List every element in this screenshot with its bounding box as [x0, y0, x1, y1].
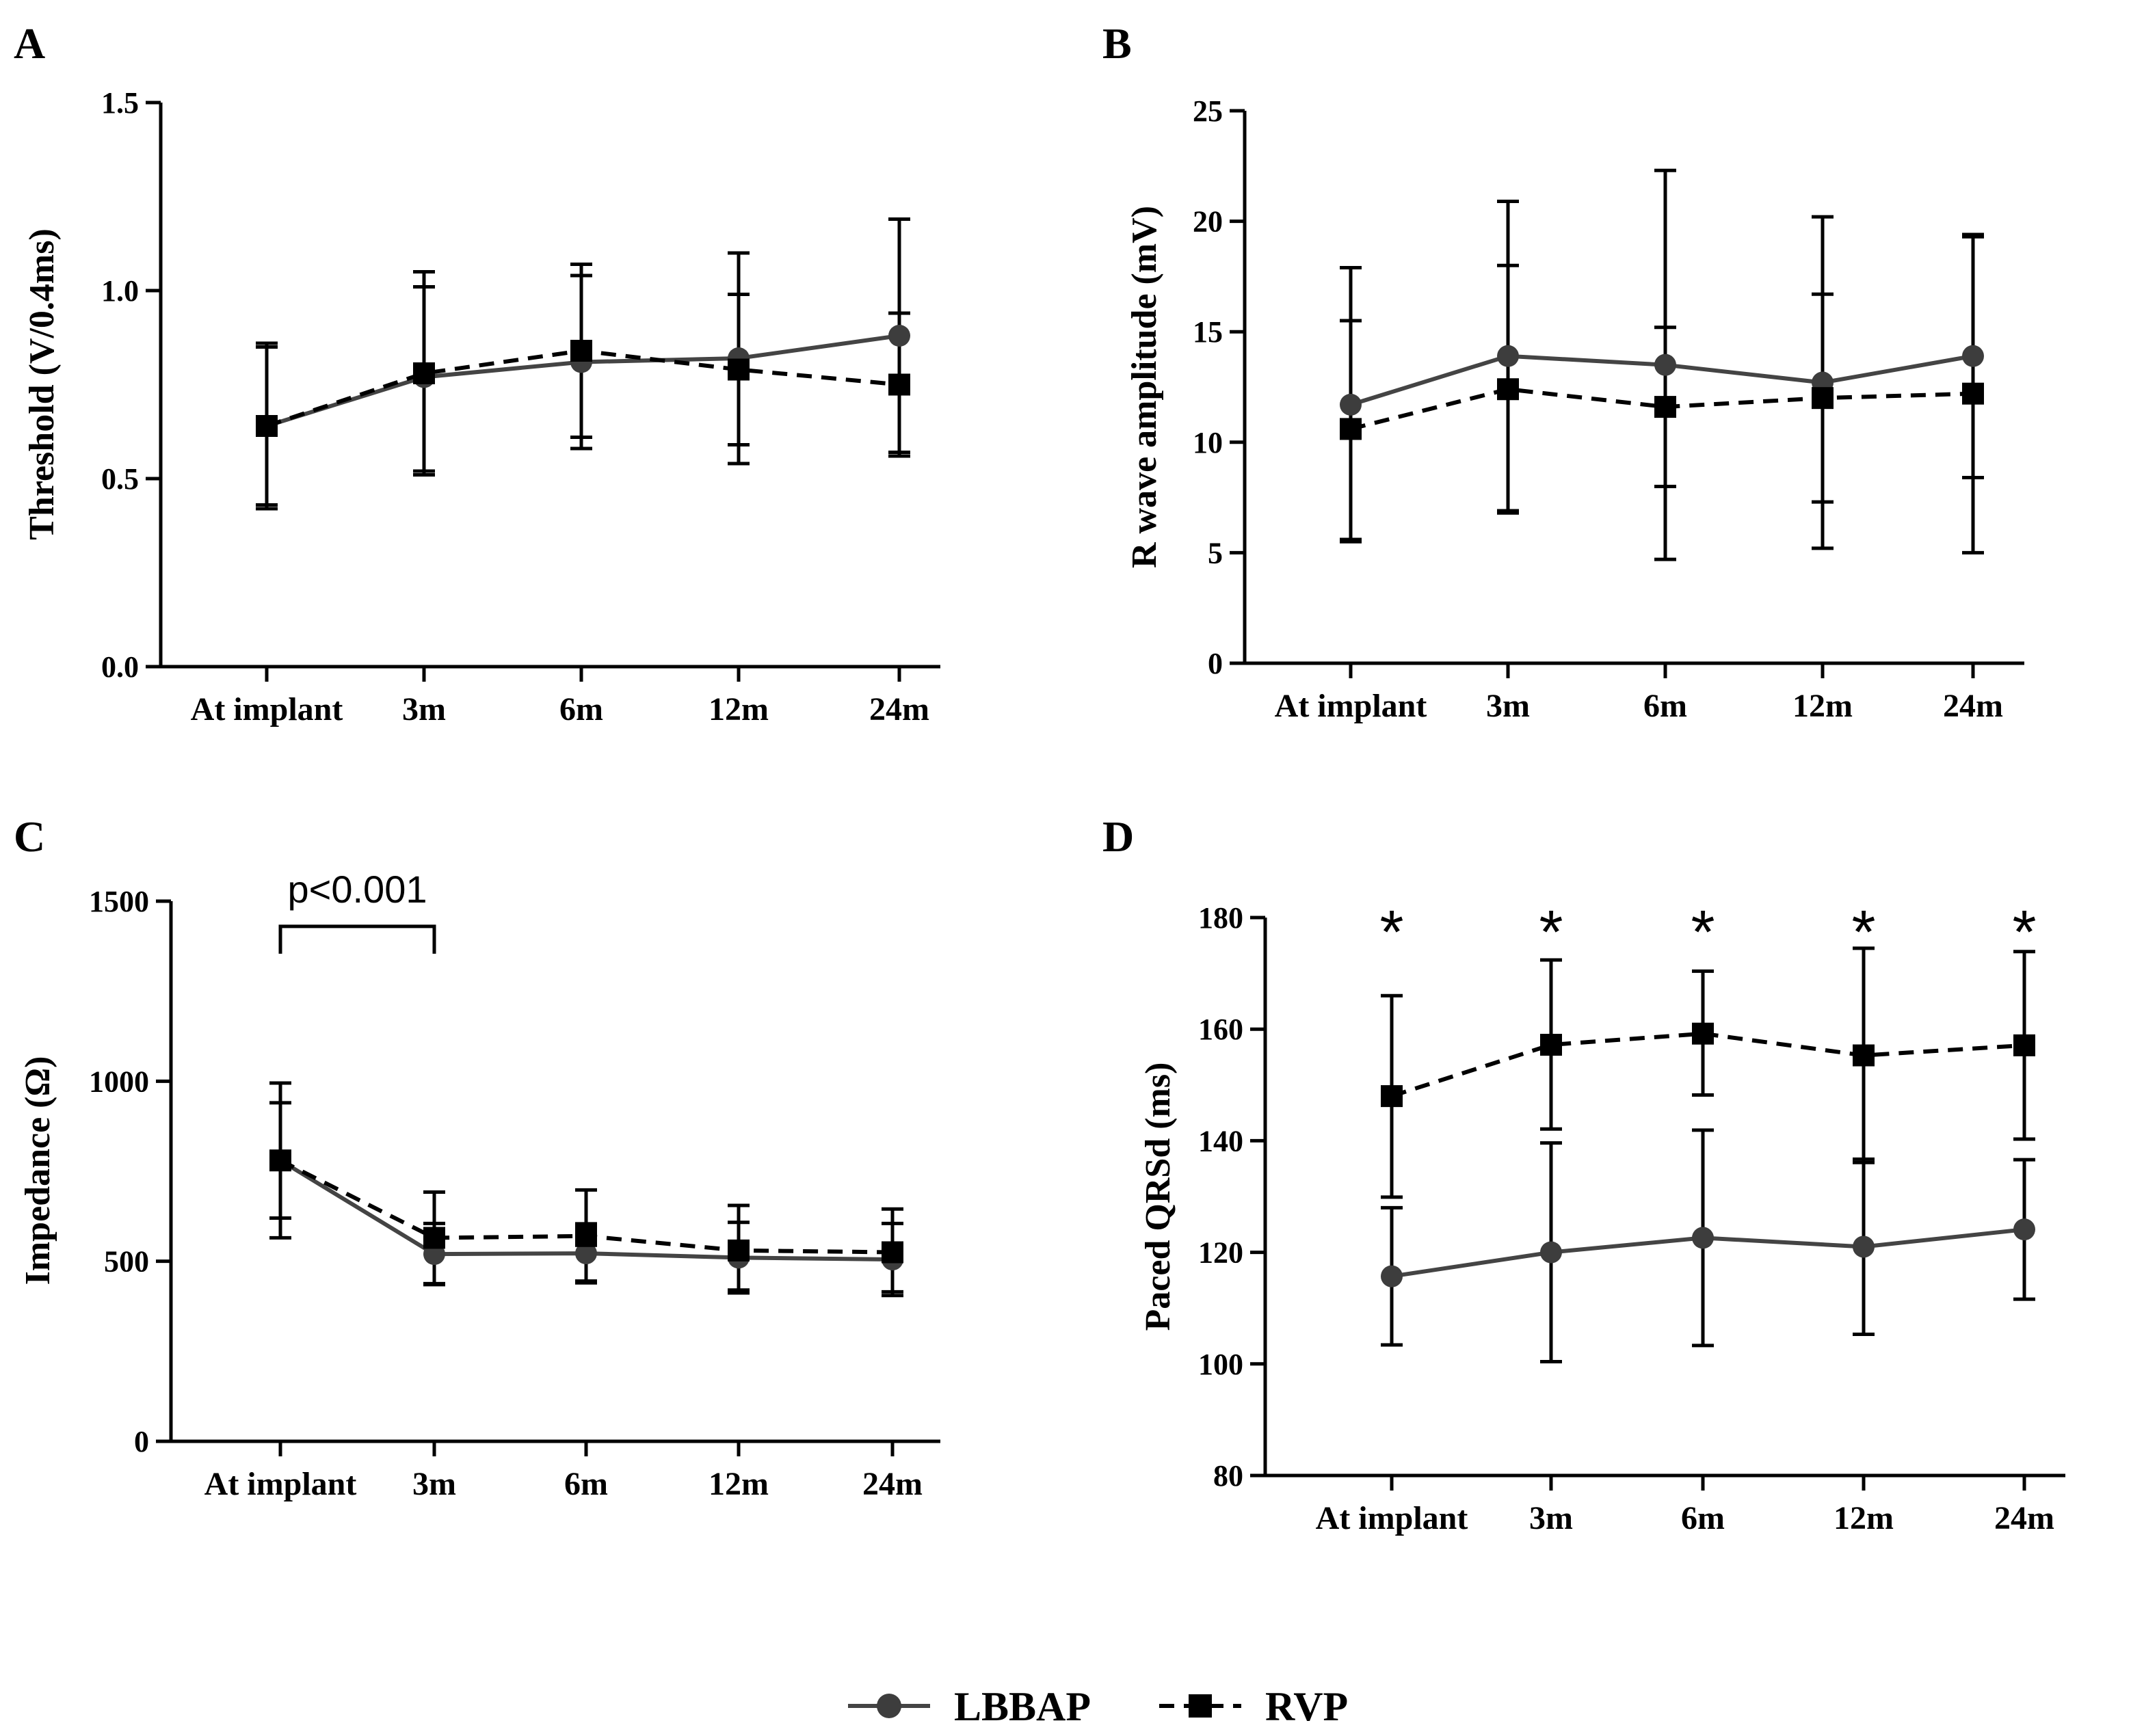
- panel-letter: A: [14, 19, 45, 68]
- x-tick-label: 24m: [862, 1466, 923, 1502]
- data-point-rvp: [413, 362, 435, 384]
- data-point-lbbap: [1654, 353, 1676, 376]
- data-point-lbbap: [1853, 1236, 1875, 1258]
- y-tick-label: 15: [1193, 315, 1223, 349]
- data-point-lbbap: [1340, 393, 1362, 416]
- y-tick-label: 25: [1193, 94, 1223, 128]
- y-tick-label: 1500: [89, 885, 149, 918]
- y-tick-label: 140: [1198, 1124, 1243, 1158]
- y-tick-label: 0.0: [101, 650, 139, 684]
- significance-star: *: [1691, 898, 1715, 967]
- data-point-lbbap: [1540, 1241, 1562, 1264]
- x-tick-label: 3m: [1486, 688, 1530, 724]
- data-point-rvp: [2013, 1034, 2035, 1056]
- x-tick-label: 24m: [1994, 1500, 2054, 1536]
- data-point-rvp: [1962, 382, 1984, 405]
- significance-star: *: [1379, 898, 1403, 967]
- x-tick-label: 12m: [709, 691, 769, 727]
- panel-letter: D: [1102, 812, 1134, 861]
- data-point-lbbap: [1497, 345, 1519, 367]
- y-tick-label: 0.5: [101, 462, 139, 496]
- x-tick-label: At implant: [204, 1466, 357, 1502]
- y-tick-label: 1.0: [101, 274, 139, 308]
- data-point-rvp: [882, 1241, 903, 1264]
- x-tick-label: 3m: [412, 1466, 456, 1502]
- legend-label-lbbap: LBBAP: [954, 1684, 1091, 1729]
- panel-a: A 0.0 0.5 1.0 1.5 At implant 3m 6m 12m 24m Thresho…: [14, 19, 940, 727]
- data-point-rvp: [1812, 387, 1834, 410]
- data-point-rvp: [1853, 1044, 1875, 1067]
- data-point-rvp: [888, 373, 910, 396]
- x-tick-label: 12m: [709, 1466, 769, 1502]
- y-tick-label: 120: [1198, 1236, 1243, 1270]
- y-tick-label: 5: [1208, 536, 1223, 570]
- data-point-rvp: [1654, 396, 1676, 418]
- y-axis-title: R wave amplitude (mV): [1125, 206, 1164, 568]
- data-point-rvp: [570, 340, 592, 362]
- x-tick-label: 12m: [1792, 688, 1853, 724]
- data-point-rvp: [1381, 1085, 1403, 1108]
- data-point-rvp: [1692, 1022, 1714, 1045]
- x-tick-label: 24m: [869, 691, 929, 727]
- data-point-rvp: [269, 1149, 291, 1172]
- data-point-rvp: [256, 415, 278, 437]
- data-point-lbbap: [575, 1242, 597, 1265]
- y-tick-label: 160: [1198, 1013, 1243, 1046]
- legend-label-rvp: RVP: [1265, 1684, 1348, 1729]
- data-point-rvp: [1340, 418, 1362, 440]
- x-tick-label: 6m: [564, 1466, 608, 1502]
- panel-c: C 0 500 1000 1500 At implant 3m 6m 12m 24m Impedan…: [14, 812, 940, 1502]
- y-axis-title: Paced QRSd (ms): [1139, 1063, 1178, 1331]
- panel-letter: C: [14, 812, 45, 861]
- x-tick-label: 6m: [1643, 688, 1687, 724]
- data-point-rvp: [1540, 1034, 1562, 1056]
- y-axis-title: Threshold (V/0.4ms): [23, 228, 62, 540]
- data-point-lbbap: [2013, 1218, 2035, 1241]
- significance-star: *: [1539, 898, 1563, 967]
- y-tick-label: 0: [134, 1425, 149, 1458]
- panels: A 0.0 0.5 1.0 1.5 At implant 3m 6m 12m 24m Thresho…: [14, 19, 2065, 1536]
- legend-marker-lbbap: [877, 1694, 901, 1718]
- y-axis-title: Impedance (Ω): [18, 1056, 57, 1285]
- x-tick-label: 12m: [1834, 1500, 1894, 1536]
- y-tick-label: 500: [104, 1245, 149, 1279]
- data-point-rvp: [1497, 378, 1519, 401]
- panel-b: B 0 5 10 15 20 25 At implant 3m 6m 12m 24m R wave am…: [1102, 19, 2024, 724]
- data-point-rvp: [423, 1227, 445, 1249]
- x-tick-label: At implant: [1275, 688, 1427, 724]
- significance-star: *: [2012, 898, 2036, 967]
- x-tick-label: At implant: [1316, 1500, 1468, 1536]
- data-point-rvp: [728, 1239, 750, 1261]
- y-tick-label: 180: [1198, 901, 1243, 935]
- legend-marker-rvp: [1189, 1694, 1212, 1718]
- legend: LBBAP RVP: [848, 1684, 1348, 1729]
- significance-label: p<0.001: [288, 868, 427, 911]
- x-tick-label: At implant: [191, 691, 343, 727]
- panel-d: D 80 100 120 140 160 180 At implant 3m 6m 12m 24m Pa…: [1102, 812, 2065, 1536]
- x-tick-label: 6m: [559, 691, 603, 727]
- y-tick-label: 1000: [89, 1065, 149, 1098]
- significance-bracket: [278, 924, 436, 954]
- data-point-lbbap: [1692, 1227, 1714, 1249]
- x-tick-label: 3m: [1529, 1500, 1573, 1536]
- y-tick-label: 1.5: [101, 86, 139, 120]
- significance-star: *: [1851, 898, 1875, 967]
- series-line-rvp: [1391, 1031, 2025, 1098]
- x-tick-label: 6m: [1681, 1500, 1725, 1536]
- x-tick-label: 24m: [1943, 688, 2003, 724]
- y-tick-label: 100: [1198, 1348, 1243, 1381]
- y-tick-label: 0: [1208, 647, 1223, 680]
- data-point-rvp: [575, 1225, 597, 1247]
- y-tick-label: 20: [1193, 205, 1223, 239]
- y-tick-label: 10: [1193, 426, 1223, 459]
- data-point-lbbap: [1962, 345, 1984, 367]
- data-point-lbbap: [1381, 1265, 1403, 1287]
- panel-letter: B: [1102, 19, 1132, 68]
- y-tick-label: 80: [1213, 1459, 1243, 1493]
- x-tick-label: 3m: [402, 691, 446, 727]
- data-point-rvp: [728, 358, 750, 381]
- data-point-lbbap: [888, 325, 910, 347]
